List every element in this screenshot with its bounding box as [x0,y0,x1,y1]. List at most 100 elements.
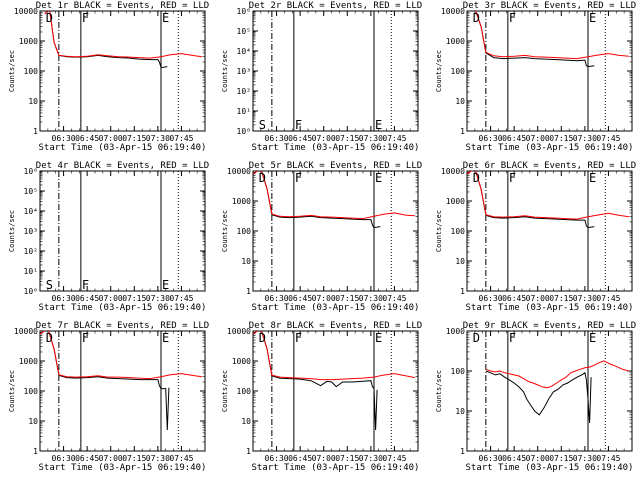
y-tick-label: 1 [246,287,251,296]
x-tick-label: 07:00 [526,134,550,143]
series-events [40,331,170,431]
y-tick-label: 10000 [227,327,251,336]
y-axis-label: Counts/sec [221,50,229,92]
region-marker-d: D [46,11,53,25]
y-axis-label: Counts/sec [435,370,443,412]
region-marker-s: S [259,118,266,132]
x-tick-label: 06:30 [52,134,76,143]
x-tick-label: 07:15 [122,294,146,303]
region-marker-f: F [509,11,516,25]
x-tick-label: 07:15 [335,294,359,303]
x-tick-label: 06:45 [288,454,312,463]
y-tick-label: 10⁴ [237,47,251,56]
y-tick-label: 10 [455,407,465,416]
x-tick-label: 07:45 [596,454,620,463]
x-tick-label: 06:30 [265,134,289,143]
y-tick-label: 1000 [232,357,251,366]
y-axis-label: Counts/sec [435,50,443,92]
series-events [485,370,592,424]
y-tick-label: 10⁰ [24,287,38,296]
x-tick-label: 07:15 [122,454,146,463]
x-tick-label: 07:15 [335,454,359,463]
x-tick-label: 07:15 [335,134,359,143]
panel-title: Det 5r BLACK = Events, RED = LLD [249,161,422,171]
x-tick-label: 07:15 [549,134,573,143]
plot-frame [252,170,419,292]
x-tick-label: 07:45 [596,294,620,303]
x-tick-label: 07:15 [122,134,146,143]
y-tick-label: 10000 [441,167,465,176]
y-tick-label: 10 [455,97,465,106]
region-marker-e: E [589,331,596,345]
panel-title: Det 3r BLACK = Events, RED = LLD [463,1,636,11]
y-tick-label: 100 [451,67,466,76]
y-axis-label: Counts/sec [8,210,16,252]
panel-title: Det 2r BLACK = Events, RED = LLD [249,1,422,11]
y-axis-label: Counts/sec [221,210,229,252]
y-tick-label: 10¹ [237,107,251,116]
plot-frame [466,170,633,292]
region-marker-d: D [473,331,480,345]
y-tick-label: 1000 [19,37,38,46]
region-marker-e: E [162,11,169,25]
region-marker-f: F [82,331,89,345]
y-tick-label: 10³ [237,67,251,76]
series-lld [40,331,202,380]
x-axis-label: Start Time (03-Apr-15 06:19:40) [466,463,634,473]
y-tick-label: 100 [24,387,39,396]
region-marker-f: F [295,171,302,185]
series-lld [253,331,415,381]
x-axis-label: Start Time (03-Apr-15 06:19:40) [39,463,207,473]
plot-frame [39,170,206,292]
x-tick-label: 06:30 [479,134,503,143]
x-tick-label: 07:30 [359,134,383,143]
x-tick-label: 06:45 [502,454,526,463]
det-panel-2: Det 2r BLACK = Events, RED = LLD 10⁰ 10¹ 10… [221,1,422,153]
y-tick-label: 100 [451,227,466,236]
y-tick-label: 100 [237,387,252,396]
x-tick-label: 06:30 [52,294,76,303]
panel-title: Det 1r BLACK = Events, RED = LLD [36,1,209,11]
x-tick-label: 07:45 [382,294,406,303]
y-tick-label: 10 [28,417,38,426]
y-tick-label: 100 [237,227,252,236]
x-tick-label: 07:15 [549,454,573,463]
panel-title: Det 6r BLACK = Events, RED = LLD [463,161,636,171]
x-tick-label: 07:00 [526,454,550,463]
y-tick-label: 10⁴ [24,207,38,216]
y-axis-label: Counts/sec [435,210,443,252]
x-tick-label: 07:30 [146,454,170,463]
y-tick-label: 1 [460,127,465,136]
y-tick-label: 10¹ [24,267,38,276]
y-tick-label: 1000 [446,197,465,206]
panel-title: Det 4r BLACK = Events, RED = LLD [36,161,209,171]
x-tick-label: 06:30 [52,454,76,463]
y-tick-label: 1000 [232,197,251,206]
region-marker-e: E [589,11,596,25]
series-lld [253,171,415,220]
region-marker-f: F [509,331,516,345]
y-axis-label: Counts/sec [8,50,16,92]
y-tick-label: 10⁶ [24,167,38,176]
y-tick-label: 10⁶ [237,7,251,16]
plot-frame [39,330,206,452]
x-tick-label: 07:00 [99,294,123,303]
panel-title: Det 9r BLACK = Events, RED = LLD [463,321,636,331]
y-tick-label: 10⁰ [237,127,251,136]
x-tick-label: 07:15 [549,294,573,303]
region-marker-d: D [259,331,266,345]
plot-frame [252,330,419,452]
x-axis-label: Start Time (03-Apr-15 06:19:40) [252,303,420,313]
x-axis-label: Start Time (03-Apr-15 06:19:40) [466,303,634,313]
x-tick-label: 07:45 [382,454,406,463]
y-tick-label: 10³ [24,227,38,236]
region-marker-f: F [82,278,89,292]
y-tick-label: 100 [451,367,466,376]
region-marker-e: E [375,331,382,345]
series-lld [44,11,202,59]
y-tick-label: 10 [28,97,38,106]
region-marker-f: F [295,331,302,345]
y-tick-label: 10⁵ [237,27,251,36]
det-panel-5: Det 5r BLACK = Events, RED = LLD 1 10 100 10… [221,161,422,313]
y-tick-label: 10000 [14,327,38,336]
